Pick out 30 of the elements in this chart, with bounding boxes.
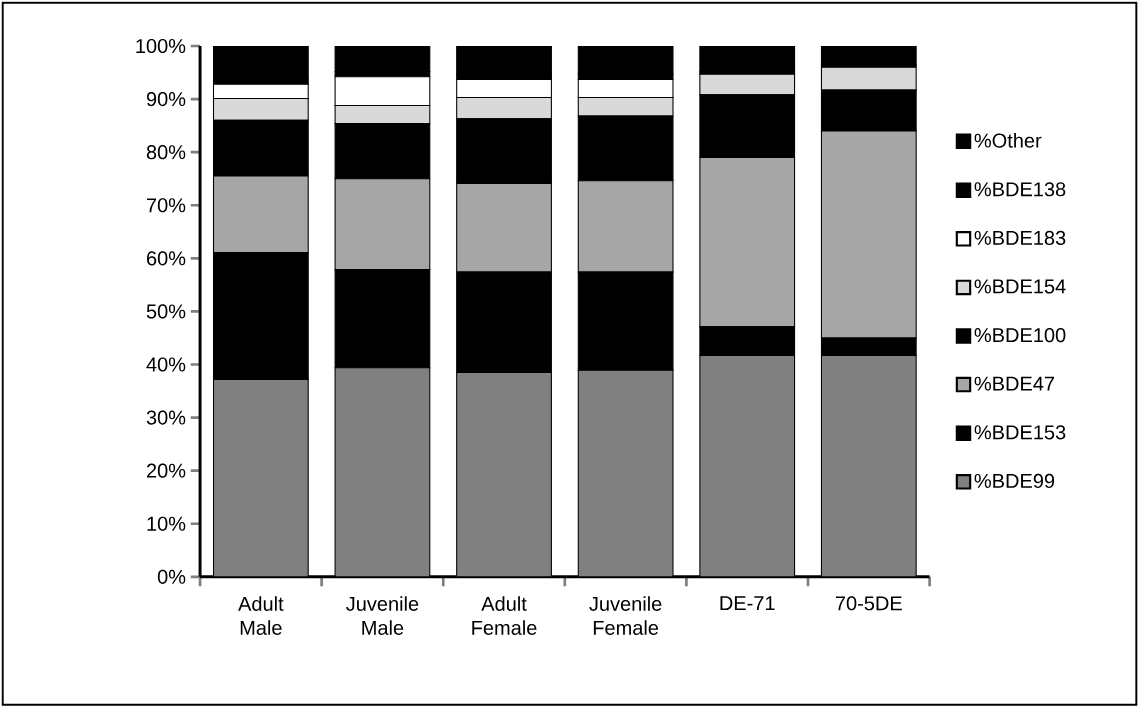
bar (699, 45, 796, 72)
legend-label: %BDE153 (974, 425, 1066, 440)
bar (577, 45, 674, 75)
y-tick-label: 30% (146, 410, 186, 425)
bar (820, 45, 917, 66)
legend-label: %BDE99 (974, 473, 1055, 488)
y-tick-label: 40% (146, 357, 186, 372)
legend-label: %BDE47 (974, 376, 1055, 391)
x-tick-label: DE-71 (720, 596, 775, 610)
x-tick-label: Adult Female (472, 596, 537, 635)
x-tick-label: Adult Male (238, 596, 284, 635)
bar (334, 45, 431, 72)
y-tick-label: 100% (136, 38, 186, 53)
y-tick-label: 0% (157, 569, 186, 584)
legend-label: %Other (974, 132, 1042, 148)
legend-label: %BDE100 (974, 327, 1066, 343)
legend-label: %BDE183 (974, 230, 1066, 245)
x-tick-label: 70-5DE (835, 596, 902, 611)
legend-label: %BDE154 (974, 279, 1066, 294)
legend-label: %BDE138 (974, 182, 1066, 197)
y-tick-label: 20% (146, 463, 186, 478)
y-tick-label: 10% (147, 516, 186, 531)
y-tick-label: 60% (147, 251, 186, 266)
y-tick-label: 70% (147, 198, 186, 213)
bar (456, 45, 552, 75)
y-tick-label: 50% (146, 304, 186, 319)
y-tick-label: 80% (146, 144, 186, 160)
x-tick-label: Juvenile Male (346, 596, 419, 635)
y-tick-label: 90% (146, 91, 186, 107)
x-tick-label: Juvenile Female (589, 596, 662, 635)
